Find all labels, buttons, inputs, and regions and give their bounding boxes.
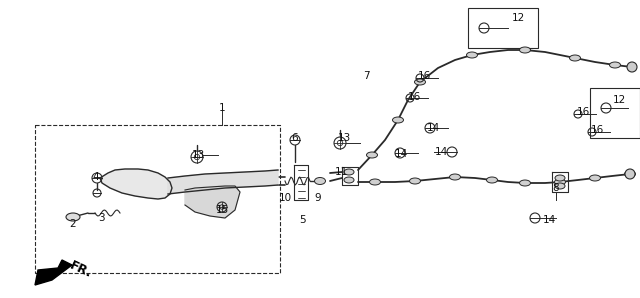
- Ellipse shape: [367, 152, 378, 158]
- Polygon shape: [168, 170, 278, 194]
- Text: 4: 4: [92, 172, 99, 182]
- Text: 1: 1: [219, 103, 225, 113]
- Polygon shape: [185, 186, 240, 218]
- Text: 10: 10: [278, 193, 292, 203]
- Text: 14: 14: [427, 123, 440, 133]
- Text: 15: 15: [216, 205, 228, 215]
- Ellipse shape: [555, 183, 565, 189]
- Ellipse shape: [344, 177, 354, 183]
- Text: 2: 2: [70, 219, 76, 229]
- Text: 12: 12: [512, 13, 525, 23]
- Polygon shape: [35, 260, 72, 285]
- Text: 8: 8: [553, 183, 559, 193]
- Ellipse shape: [66, 213, 80, 221]
- Text: 16: 16: [418, 71, 431, 81]
- Ellipse shape: [570, 55, 580, 61]
- Ellipse shape: [486, 177, 497, 183]
- Ellipse shape: [369, 179, 381, 185]
- Bar: [468, 8, 538, 48]
- Circle shape: [627, 62, 637, 72]
- Text: 5: 5: [300, 215, 307, 225]
- Ellipse shape: [554, 179, 566, 185]
- Text: 16: 16: [591, 125, 604, 135]
- Ellipse shape: [344, 169, 354, 175]
- Text: 3: 3: [98, 213, 104, 223]
- Ellipse shape: [609, 62, 621, 68]
- Text: 16: 16: [577, 107, 590, 117]
- Bar: [35, 125, 280, 273]
- Ellipse shape: [589, 175, 600, 181]
- Text: 13: 13: [192, 150, 205, 160]
- Circle shape: [625, 169, 635, 179]
- Ellipse shape: [520, 47, 531, 53]
- Ellipse shape: [392, 117, 403, 123]
- Ellipse shape: [449, 174, 461, 180]
- Ellipse shape: [520, 180, 531, 186]
- Text: 14: 14: [395, 149, 408, 159]
- Text: 16: 16: [408, 92, 421, 102]
- Polygon shape: [100, 169, 172, 199]
- Text: FR.: FR.: [68, 259, 95, 281]
- Text: 11: 11: [335, 167, 348, 177]
- Ellipse shape: [415, 79, 426, 85]
- Ellipse shape: [314, 178, 326, 184]
- Text: 14: 14: [543, 215, 556, 225]
- Text: 13: 13: [338, 133, 351, 143]
- Text: 7: 7: [364, 71, 370, 81]
- Bar: [590, 88, 640, 138]
- Ellipse shape: [467, 52, 477, 58]
- Text: 6: 6: [292, 133, 298, 143]
- Text: 12: 12: [613, 95, 627, 105]
- Text: 14: 14: [435, 147, 448, 157]
- Ellipse shape: [555, 175, 565, 181]
- Ellipse shape: [410, 178, 420, 184]
- Text: 9: 9: [315, 193, 321, 203]
- Ellipse shape: [625, 171, 636, 177]
